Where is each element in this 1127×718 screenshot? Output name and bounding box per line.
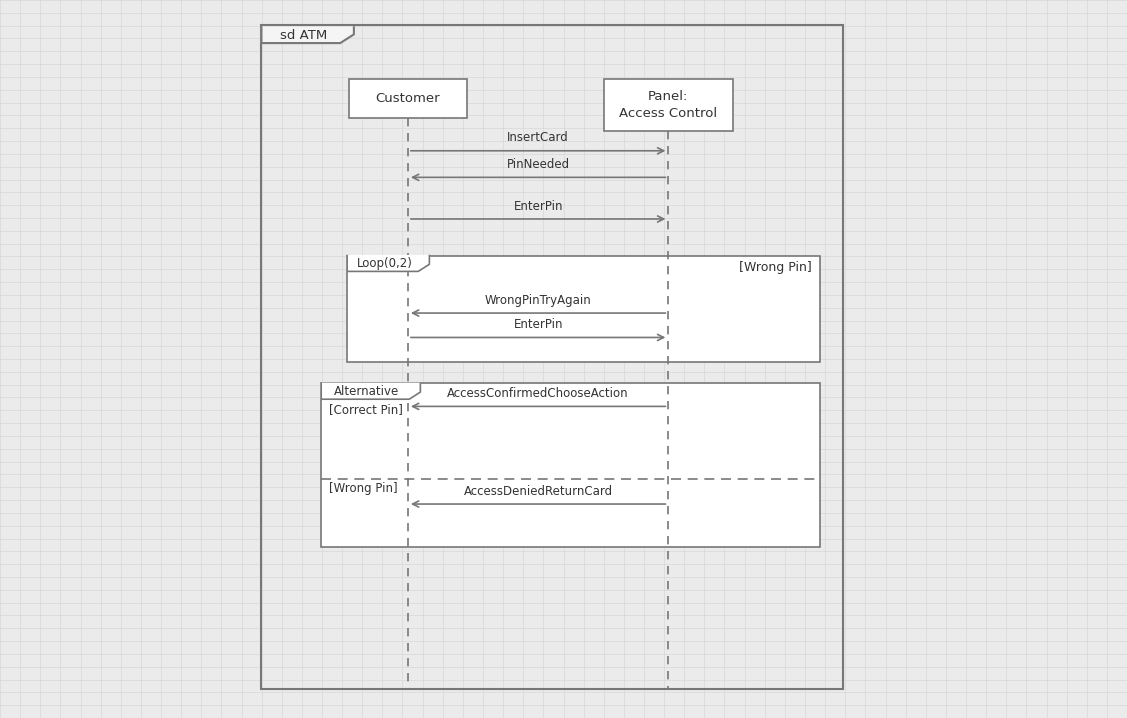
- Text: [Correct Pin]: [Correct Pin]: [329, 403, 403, 416]
- Text: [Wrong Pin]: [Wrong Pin]: [329, 482, 398, 495]
- Bar: [261, 25, 843, 689]
- Text: Loop(0,2): Loop(0,2): [357, 257, 412, 270]
- Polygon shape: [261, 27, 354, 43]
- Bar: [321, 383, 820, 547]
- Text: WrongPinTryAgain: WrongPinTryAgain: [485, 294, 592, 307]
- Text: sd ATM: sd ATM: [281, 29, 328, 42]
- Text: [Wrong Pin]: [Wrong Pin]: [738, 261, 811, 274]
- Text: InsertCard: InsertCard: [507, 131, 569, 144]
- Text: AccessDeniedReturnCard: AccessDeniedReturnCard: [463, 485, 613, 498]
- Bar: [349, 79, 467, 118]
- Polygon shape: [347, 256, 429, 271]
- Text: EnterPin: EnterPin: [514, 200, 562, 213]
- Text: Panel:
Access Control: Panel: Access Control: [619, 90, 718, 120]
- Bar: [347, 256, 820, 362]
- Text: Alternative: Alternative: [335, 385, 399, 398]
- Text: PinNeeded: PinNeeded: [506, 158, 570, 171]
- Text: EnterPin: EnterPin: [514, 318, 562, 331]
- Bar: [604, 79, 734, 131]
- Text: AccessConfirmedChooseAction: AccessConfirmedChooseAction: [447, 387, 629, 400]
- Polygon shape: [321, 383, 420, 399]
- Text: Customer: Customer: [375, 92, 441, 106]
